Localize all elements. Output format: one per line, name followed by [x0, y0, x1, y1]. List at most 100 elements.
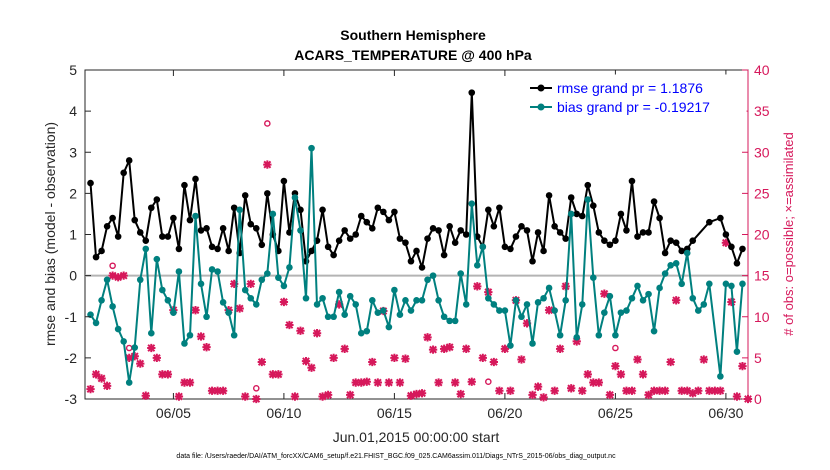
bias-point-20 — [197, 280, 205, 288]
legend-marker-rmse — [537, 84, 545, 92]
rmse-point-26 — [230, 204, 238, 212]
obs-assimilated-marker-14 — [163, 370, 173, 379]
bias-point-8 — [131, 344, 139, 351]
bias-point-95 — [612, 331, 619, 339]
rmse-point-90 — [584, 181, 592, 189]
rmse-point-109 — [689, 237, 697, 244]
obs-assimilated-marker-44 — [329, 353, 338, 363]
rmse-point-65 — [446, 222, 453, 230]
rmse-point-62 — [429, 225, 437, 232]
obs-assimilated-marker-112 — [705, 386, 714, 395]
obs-assimilated-marker-37 — [290, 392, 300, 401]
obs-assimilated-marker-26 — [230, 279, 239, 289]
rmse-point-77 — [512, 233, 520, 240]
rmse-point-61 — [424, 235, 431, 242]
rmse-point-112 — [722, 231, 730, 238]
obs-possible-marker-0 — [109, 262, 116, 270]
obs-assimilated-marker-5 — [113, 273, 123, 282]
rmse-point-17 — [181, 181, 188, 189]
obs-assimilated-marker-107 — [677, 386, 686, 395]
rmse-point-35 — [280, 177, 288, 185]
obs-assimilated-marker-73 — [489, 357, 499, 367]
x-tick-label-2: 06/15 — [377, 405, 412, 421]
bias-point-89 — [578, 301, 586, 308]
y-tick-label--3: -3 — [65, 391, 78, 407]
rmse-point-93 — [601, 237, 608, 244]
obs-assimilated-marker-81 — [533, 382, 543, 391]
bias-point-66 — [451, 317, 459, 325]
bias-point-47 — [346, 292, 354, 300]
bias-point-105 — [667, 262, 674, 269]
obs-assimilated-marker-4 — [108, 271, 117, 280]
bias-point-6 — [120, 338, 127, 345]
bias-point-32 — [264, 270, 271, 277]
bias-point-114 — [722, 280, 730, 288]
obs-assimilated-marker-67 — [456, 389, 465, 399]
obs-assimilated-marker-1 — [91, 370, 101, 379]
rmse-point-105 — [667, 237, 674, 244]
bias-point-85 — [556, 331, 564, 339]
obs-assimilated-marker-104 — [660, 386, 670, 395]
obs-assimilated-marker-115 — [721, 238, 731, 247]
bias-point-83 — [545, 284, 553, 292]
obs-assimilated-marker-75 — [500, 344, 510, 353]
obs-assimilated-marker-11 — [147, 343, 156, 353]
rmse-point-56 — [396, 235, 404, 242]
obs-assimilated-marker-13 — [158, 370, 167, 379]
obs-assimilated-marker-46 — [340, 344, 349, 353]
rmse-point-4 — [109, 214, 116, 222]
obs-assimilated-marker-54 — [384, 378, 394, 387]
y-right-tick-label-0: 0 — [754, 391, 762, 407]
bias-point-52 — [374, 309, 382, 316]
rmse-point-92 — [595, 229, 603, 236]
obs-assimilated-marker-63 — [434, 378, 443, 387]
y-right-tick-label-10: 10 — [754, 309, 770, 325]
obs-assimilated-marker-105 — [666, 357, 675, 367]
bias-point-77 — [512, 297, 520, 304]
bias-point-43 — [324, 313, 332, 321]
bias-point-82 — [540, 294, 547, 302]
obs-possible-marker-4 — [485, 378, 492, 386]
bias-point-45 — [335, 288, 343, 296]
obs-assimilated-marker-100 — [638, 370, 648, 379]
bias-point-92 — [595, 331, 603, 339]
x-axis-label: Jun.01,2015 00:00:00 start — [333, 429, 500, 445]
rmse-point-58 — [407, 257, 415, 265]
rmse-point-52 — [374, 204, 382, 212]
obs-assimilated-marker-27 — [235, 304, 244, 313]
obs-assimilated-marker-30 — [252, 394, 261, 404]
rmse-point-103 — [656, 214, 663, 222]
rmse-point-49 — [357, 212, 365, 220]
bias-point-48 — [352, 301, 360, 308]
rmse-point-5 — [114, 233, 122, 240]
obs-assimilated-marker-106 — [672, 296, 681, 305]
bias-point-101 — [645, 290, 652, 298]
bias-point-19 — [192, 212, 199, 220]
obs-possible-marker-2 — [252, 385, 260, 392]
legend-text-bias: bias grand pr = -0.19217 — [557, 99, 710, 115]
rmse-point-98 — [628, 177, 636, 185]
obs-assimilated-marker-12 — [152, 353, 161, 363]
bias-point-28 — [241, 286, 249, 294]
obs-assimilated-marker-68 — [462, 344, 471, 353]
bias-point-71 — [479, 243, 487, 251]
rmse-point-107 — [678, 247, 685, 255]
rmse-point-106 — [672, 239, 680, 247]
obs-assimilated-marker-66 — [451, 378, 460, 387]
rmse-point-2 — [98, 247, 105, 255]
y-tick-label-0: 0 — [69, 268, 77, 284]
legend-text-rmse: rmse grand pr = 1.1876 — [557, 80, 703, 96]
bias-point-67 — [457, 270, 465, 277]
legend-box — [525, 74, 747, 121]
rmse-point-14 — [164, 233, 172, 240]
bias-point-7 — [125, 379, 133, 386]
obs-assimilated-marker-29 — [246, 279, 255, 289]
obs-assimilated-marker-2 — [97, 374, 106, 383]
obs-assimilated-marker-6 — [119, 271, 128, 280]
bias-point-100 — [639, 297, 647, 304]
rmse-point-101 — [645, 229, 652, 236]
bias-point-12 — [153, 255, 161, 263]
bias-point-10 — [142, 245, 150, 253]
obs-assimilated-marker-97 — [622, 386, 631, 395]
bias-point-18 — [186, 331, 194, 339]
